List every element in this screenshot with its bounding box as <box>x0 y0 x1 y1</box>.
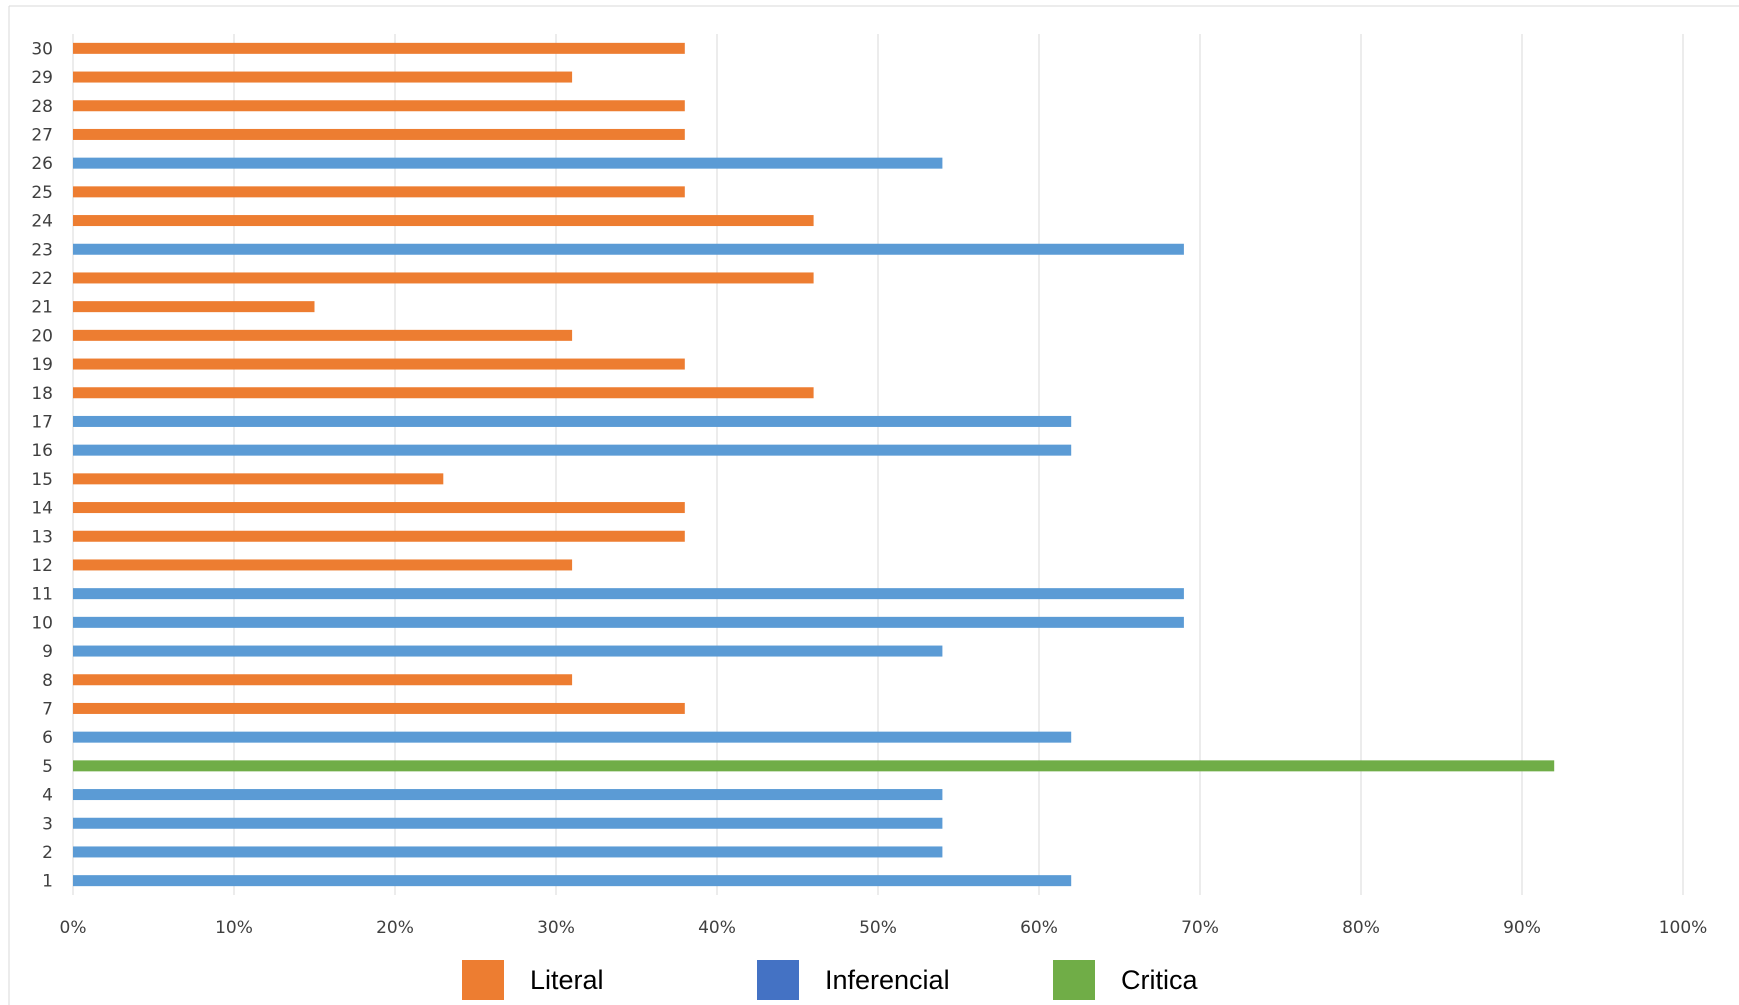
bar <box>73 674 573 686</box>
bars <box>73 42 1555 887</box>
bar <box>73 502 685 514</box>
bar <box>73 71 573 83</box>
bar <box>73 530 685 542</box>
y-category-label: 8 <box>42 671 53 691</box>
bar <box>73 128 685 140</box>
bar <box>73 444 1072 456</box>
legend-label-critica: Critica <box>1121 964 1198 995</box>
x-tick-label: 40% <box>698 918 736 938</box>
y-category-label: 17 <box>31 412 53 432</box>
x-tick-label: 60% <box>1020 918 1058 938</box>
legend-label-literal: Literal <box>530 964 604 995</box>
x-tick-label: 20% <box>376 918 414 938</box>
bar <box>73 42 685 54</box>
bar <box>73 760 1555 772</box>
y-category-label: 28 <box>31 97 53 117</box>
x-tick-label: 100% <box>1659 918 1708 938</box>
y-category-label: 18 <box>31 384 53 404</box>
legend-swatch-literal <box>462 960 504 1000</box>
y-category-label: 4 <box>42 786 53 806</box>
bar <box>73 645 943 657</box>
y-category-label: 30 <box>31 39 53 59</box>
y-category-label: 21 <box>31 298 53 318</box>
y-category-label: 7 <box>42 699 53 719</box>
x-tick-label: 10% <box>215 918 253 938</box>
legend: Literal Inferencial Critica <box>0 960 1739 1005</box>
bar <box>73 846 943 858</box>
legend-swatch-inferencial <box>757 960 799 1000</box>
y-category-label: 19 <box>31 355 53 375</box>
bar <box>73 616 1184 628</box>
x-tick-label: 80% <box>1342 918 1380 938</box>
y-category-label: 16 <box>31 441 53 461</box>
y-category-label: 15 <box>31 470 53 490</box>
y-category-label: 5 <box>42 757 53 777</box>
y-category-label: 27 <box>31 125 53 145</box>
y-category-label: 12 <box>31 556 53 576</box>
y-category-label: 11 <box>31 585 53 605</box>
legend-swatch-critica <box>1053 960 1095 1000</box>
value-axis-labels: 0% 10% 20% 30% 40% 50% 60% 70% 80% 90% 100% <box>60 918 1708 938</box>
y-category-label: 14 <box>31 499 53 519</box>
y-category-label: 2 <box>42 843 53 863</box>
y-category-label: 9 <box>42 642 53 662</box>
bar <box>73 559 573 571</box>
bar <box>73 817 943 829</box>
y-category-label: 22 <box>31 269 53 289</box>
legend-item-critica: Critica <box>1053 960 1198 1000</box>
bar <box>73 243 1184 255</box>
y-category-label: 24 <box>31 212 53 232</box>
x-tick-label: 0% <box>60 918 87 938</box>
legend-label-inferencial: Inferencial <box>825 964 950 995</box>
y-category-label: 13 <box>31 527 53 547</box>
legend-item-inferencial: Inferencial <box>757 960 950 1000</box>
bar <box>73 301 315 313</box>
y-category-label: 3 <box>42 814 53 834</box>
bar <box>73 358 685 370</box>
x-tick-label: 30% <box>537 918 575 938</box>
x-tick-label: 70% <box>1181 918 1219 938</box>
bar <box>73 415 1072 427</box>
bar <box>73 702 685 714</box>
y-category-label: 29 <box>31 68 53 88</box>
y-category-label: 23 <box>31 240 53 260</box>
bar <box>73 473 444 485</box>
bar <box>73 157 943 169</box>
gridlines <box>72 34 1684 895</box>
x-tick-label: 90% <box>1503 918 1541 938</box>
bar <box>73 186 685 198</box>
bar <box>73 588 1184 600</box>
bar <box>73 731 1072 743</box>
bar <box>73 215 814 227</box>
bar <box>73 272 814 284</box>
x-tick-label: 50% <box>859 918 897 938</box>
bar <box>73 789 943 801</box>
y-category-label: 10 <box>31 613 53 633</box>
category-axis-labels: 1234567891011121314151617181920212223242… <box>31 39 53 891</box>
bar <box>73 329 573 341</box>
legend-item-literal: Literal <box>462 960 604 1000</box>
y-category-label: 6 <box>42 728 53 748</box>
bar <box>73 387 814 399</box>
y-category-label: 1 <box>42 872 53 892</box>
y-category-label: 25 <box>31 183 53 203</box>
bar <box>73 875 1072 887</box>
bar <box>73 100 685 112</box>
y-category-label: 20 <box>31 326 53 346</box>
y-category-label: 26 <box>31 154 53 174</box>
